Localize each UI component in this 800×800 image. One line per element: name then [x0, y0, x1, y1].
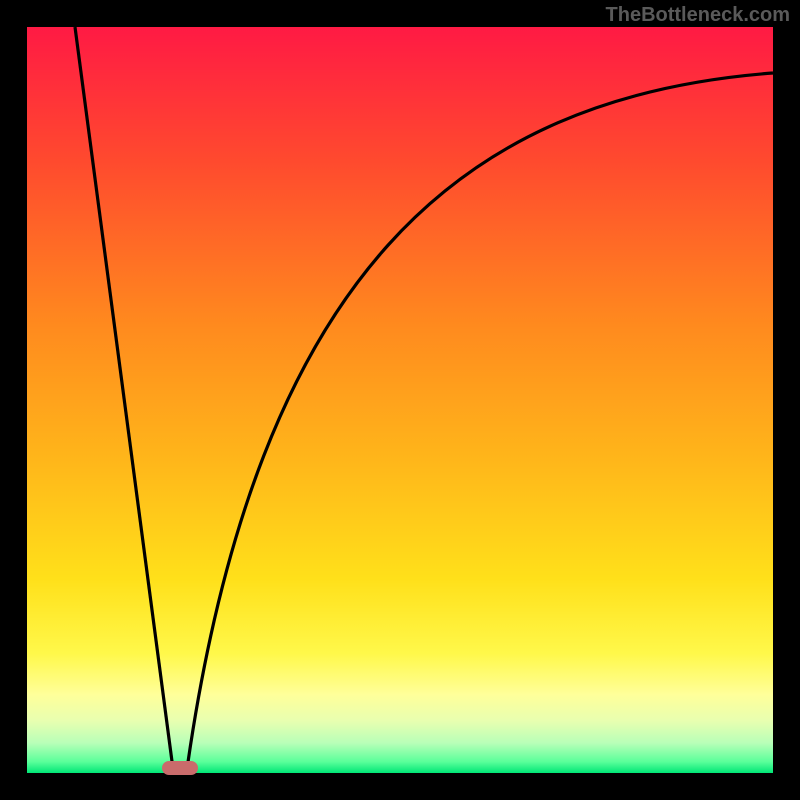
chart-container: TheBottleneck.com	[0, 0, 800, 800]
gradient-background	[27, 27, 773, 773]
bottleneck-marker	[162, 761, 198, 775]
plot-area	[27, 27, 773, 773]
watermark-text: TheBottleneck.com	[606, 4, 790, 27]
